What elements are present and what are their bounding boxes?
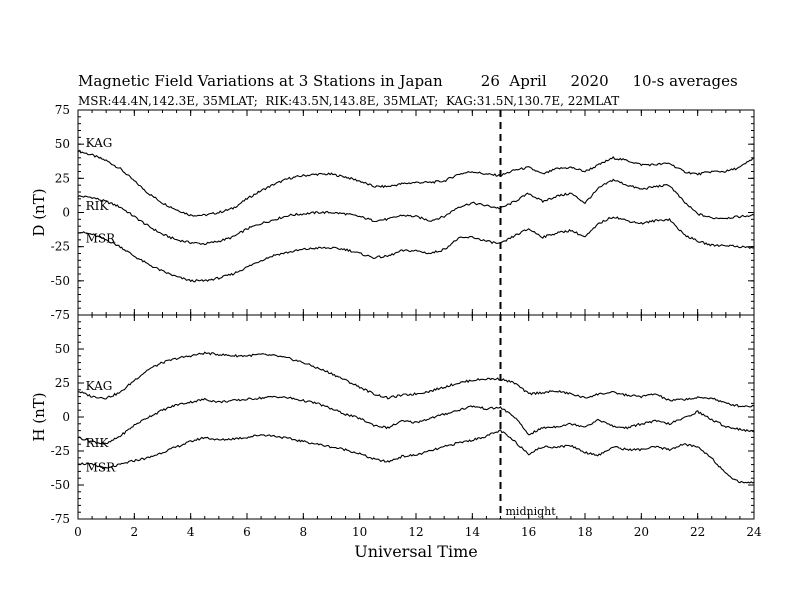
bottom-ytick-label: 50 bbox=[55, 342, 70, 356]
xtick-label: 10 bbox=[352, 525, 367, 539]
bottom-label-rik: RIK bbox=[86, 436, 110, 450]
x-axis-title: Universal Time bbox=[354, 542, 477, 561]
top-ytick-label: -25 bbox=[51, 240, 70, 254]
xtick-label: 6 bbox=[243, 525, 251, 539]
top-ytick-label: -75 bbox=[51, 308, 70, 322]
xtick-label: 4 bbox=[187, 525, 195, 539]
xtick-label: 12 bbox=[408, 525, 423, 539]
bottom-series-kag-line bbox=[77, 351, 755, 408]
top-ytick-label: 50 bbox=[55, 137, 70, 151]
xtick-label: 0 bbox=[74, 525, 82, 539]
top-series-kag-line bbox=[77, 149, 755, 217]
bottom-label-msr: MSR bbox=[86, 460, 117, 474]
bottom-ytick-label: -25 bbox=[51, 444, 70, 458]
bottom-label-kag: KAG bbox=[86, 379, 113, 393]
top-ytick-label: 75 bbox=[55, 103, 70, 117]
top-series-rik-line bbox=[77, 178, 755, 246]
top-series-msr-line bbox=[77, 216, 754, 283]
top-ylabel: D (nT) bbox=[30, 188, 48, 236]
chart-title: Magnetic Field Variations at 3 Stations … bbox=[78, 72, 738, 90]
bottom-series-rik-line bbox=[77, 395, 755, 445]
xtick-label: 2 bbox=[131, 525, 139, 539]
top-label-kag: KAG bbox=[86, 136, 113, 150]
top-label-rik: RIK bbox=[86, 199, 110, 213]
bottom-series-msr-line bbox=[77, 429, 755, 484]
xtick-label: 24 bbox=[746, 525, 762, 539]
midnight-label: midnight bbox=[506, 505, 557, 518]
top-ytick-label: -50 bbox=[51, 274, 70, 288]
xtick-label: 14 bbox=[465, 525, 481, 539]
station-subtitle: MSR:44.4N,142.3E, 35MLAT; RIK:43.5N,143.… bbox=[78, 94, 620, 108]
xtick-label: 8 bbox=[300, 525, 308, 539]
top-ytick-label: 25 bbox=[55, 171, 70, 185]
bottom-panel-frame bbox=[77, 314, 755, 520]
xtick-label: 20 bbox=[634, 525, 649, 539]
bottom-ylabel: H (nT) bbox=[30, 392, 48, 441]
bottom-ytick-label: 0 bbox=[62, 410, 70, 424]
xtick-label: 16 bbox=[521, 525, 536, 539]
bottom-ytick-label: -50 bbox=[51, 478, 70, 492]
xtick-label: 18 bbox=[577, 525, 592, 539]
top-label-msr: MSR bbox=[86, 232, 117, 246]
top-ytick-label: 0 bbox=[62, 206, 70, 220]
bottom-ytick-label: -75 bbox=[51, 512, 70, 526]
xtick-label: 22 bbox=[690, 525, 705, 539]
bottom-ytick-label: 25 bbox=[55, 376, 70, 390]
top-panel-frame bbox=[77, 109, 755, 316]
